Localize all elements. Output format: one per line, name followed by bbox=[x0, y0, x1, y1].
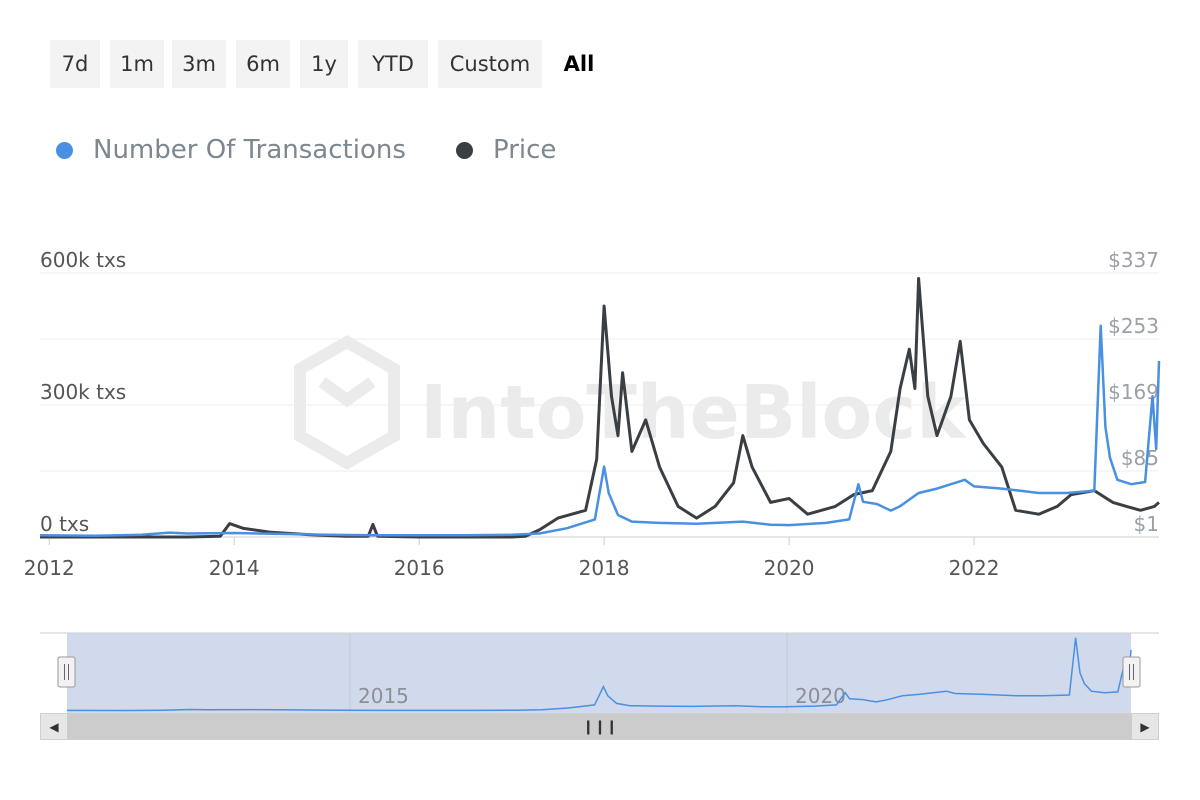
x-tick-label: 2018 bbox=[579, 556, 630, 580]
legend-label-transactions: Number Of Transactions bbox=[93, 135, 406, 165]
y-right-tick-label: $337 bbox=[1108, 248, 1159, 272]
legend-item-transactions[interactable]: Number Of Transactions bbox=[56, 128, 406, 172]
range-all-button[interactable]: All bbox=[550, 40, 608, 88]
range-6m-button[interactable]: 6m bbox=[236, 40, 290, 88]
watermark-text: IntoTheBlock bbox=[420, 370, 967, 456]
navigator-selected-range[interactable] bbox=[67, 633, 1131, 713]
legend-marker-price bbox=[456, 141, 473, 159]
scroll-right-arrow-icon[interactable]: ▶ bbox=[1132, 714, 1158, 739]
range-custom-button[interactable]: Custom bbox=[438, 40, 542, 88]
range-7d-button[interactable]: 7d bbox=[50, 40, 100, 88]
main-chart: IntoTheBlock 0 txs 300k txs 600k txs $1 $85… bbox=[24, 248, 1161, 580]
x-tick-label: 2012 bbox=[24, 556, 75, 580]
x-tick-label: 2022 bbox=[949, 556, 1000, 580]
legend-marker-transactions bbox=[56, 141, 73, 159]
range-ytd-button[interactable]: YTD bbox=[358, 40, 428, 88]
range-1m-button[interactable]: 1m bbox=[110, 40, 164, 88]
range-1y-button[interactable]: 1y bbox=[300, 40, 348, 88]
watermark-logo-icon bbox=[294, 335, 400, 470]
y-right-tick-label: $253 bbox=[1108, 314, 1159, 338]
range-3m-button[interactable]: 3m bbox=[172, 40, 226, 88]
y-right-tick-label: $169 bbox=[1108, 380, 1159, 404]
x-tick-label: 2014 bbox=[209, 556, 260, 580]
legend-label-price: Price bbox=[493, 135, 557, 165]
navigator-scrollbar[interactable]: ◀ ❙❙❙ ▶ bbox=[40, 713, 1159, 740]
y-left-tick-label: 300k txs bbox=[40, 380, 126, 404]
watermark: IntoTheBlock bbox=[294, 335, 967, 470]
watermark-logo-inner-icon bbox=[318, 377, 376, 408]
scrollbar-thumb[interactable]: ❙❙❙ bbox=[67, 714, 1133, 739]
navigator-tick-label: 2020 bbox=[795, 684, 846, 708]
y-left-tick-label: 0 txs bbox=[40, 512, 89, 536]
transactions-series-line bbox=[39, 324, 1161, 537]
scrollbar-grip-icon: ❙❙❙ bbox=[582, 718, 618, 735]
navigator: 2015 2020 bbox=[40, 632, 1159, 713]
legend-item-price[interactable]: Price bbox=[456, 128, 556, 172]
navigator-left-handle[interactable] bbox=[57, 656, 76, 688]
scroll-left-arrow-icon[interactable]: ◀ bbox=[41, 714, 67, 739]
navigator-tick-label: 2015 bbox=[358, 684, 409, 708]
y-right-tick-label: $1 bbox=[1134, 512, 1159, 536]
navigator-right-handle[interactable] bbox=[1122, 656, 1141, 688]
x-tick-label: 2020 bbox=[764, 556, 815, 580]
navigator-series-line bbox=[66, 637, 1132, 712]
y-right-tick-label: $85 bbox=[1121, 446, 1159, 470]
x-tick-label: 2016 bbox=[394, 556, 445, 580]
y-left-tick-label: 600k txs bbox=[40, 248, 126, 272]
